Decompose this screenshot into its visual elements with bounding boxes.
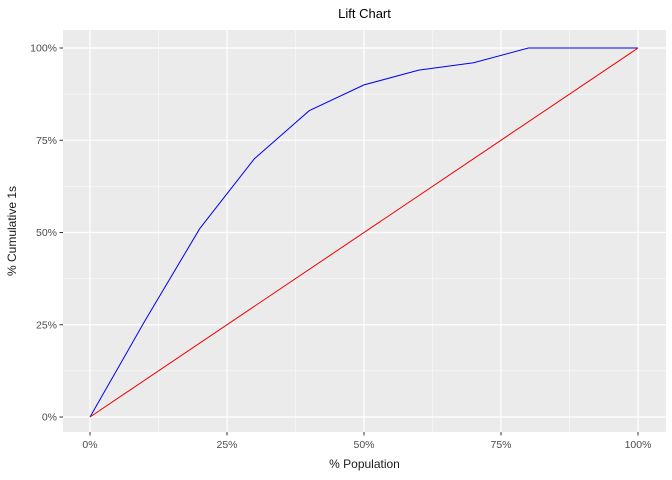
x-tick-label: 75% xyxy=(490,439,511,451)
y-tick-label: 50% xyxy=(36,227,57,239)
y-tick-label: 75% xyxy=(36,135,57,147)
y-tick-label: 100% xyxy=(30,43,57,55)
x-tick-label: 0% xyxy=(82,439,97,451)
model-lift-curve xyxy=(89,47,638,418)
y-tick-label: 0% xyxy=(42,412,57,424)
y-axis-title: % Cumulative 1s xyxy=(5,185,19,277)
random-baseline xyxy=(89,47,639,418)
y-tick-label: 25% xyxy=(36,319,57,331)
x-tick-label: 25% xyxy=(216,439,237,451)
x-axis-title: % Population xyxy=(329,457,400,471)
x-tick-label: 50% xyxy=(353,439,374,451)
chart-title: Lift Chart xyxy=(338,6,391,21)
x-tick-label: 100% xyxy=(625,439,652,451)
